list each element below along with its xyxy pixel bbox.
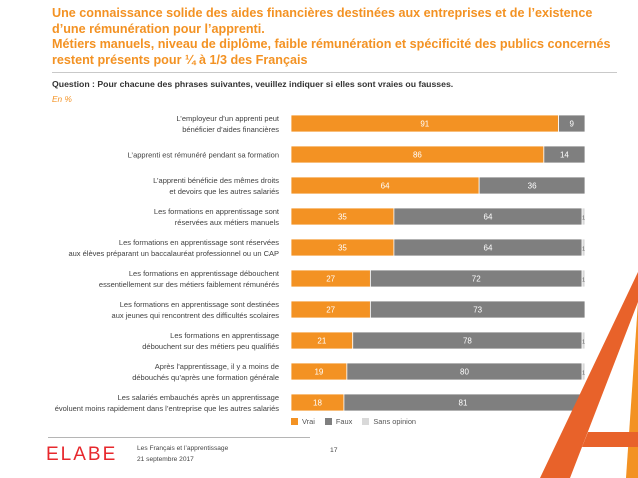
- chart-legend: Vrai Faux Sans opinion: [291, 417, 416, 426]
- data-label-vrai: 91: [420, 120, 429, 129]
- footer-date: 21 septembre 2017: [137, 456, 194, 463]
- data-label-vrai: 21: [317, 337, 326, 346]
- category-label: Après l’apprentissage, il y a moins de: [155, 362, 279, 371]
- data-label-vrai: 18: [313, 399, 322, 408]
- data-label-vrai: 27: [326, 306, 335, 315]
- category-label: Les formations en apprentissage débouche…: [129, 269, 280, 278]
- category-label: Les salariés embauchés après un apprenti…: [118, 393, 279, 402]
- bar-segment-faux: [369, 300, 586, 319]
- legend-label-sans-opinion: Sans opinion: [373, 417, 417, 426]
- data-label-sans-opinion: 1: [582, 216, 585, 222]
- unit-label: En %: [52, 94, 72, 104]
- bar-segment-sans-opinion: [581, 238, 586, 257]
- bar-segment-sans-opinion: [581, 362, 586, 381]
- category-label: Les formations en apprentissage: [170, 331, 279, 340]
- data-label-faux: 81: [459, 399, 468, 408]
- category-label: débouchent sur des métiers peu qualifiés: [142, 342, 279, 351]
- data-label-sans-opinion: 1: [582, 247, 585, 253]
- elabe-logo: ELABE: [46, 444, 118, 465]
- title-line-4: restent présents pour ¼ à 1/3 des França…: [52, 52, 308, 67]
- category-label: réservées aux métiers manuels: [175, 218, 279, 227]
- legend-item-faux: Faux: [324, 417, 353, 426]
- data-label-faux: 14: [560, 151, 569, 160]
- footer-study-title: Les Français et l’apprentissage: [137, 445, 229, 452]
- legend-item-vrai: Vrai: [291, 417, 315, 426]
- bar-segment-faux: [543, 145, 586, 164]
- title-line-1: Une connaissance solide des aides financ…: [52, 6, 593, 20]
- legend-label-faux: Faux: [335, 417, 353, 426]
- data-label-vrai: 35: [338, 213, 347, 222]
- data-label-faux: 64: [484, 244, 493, 253]
- bar-segment-sans-opinion: [581, 269, 586, 288]
- data-label-faux: 80: [460, 368, 469, 377]
- data-label-faux: 78: [463, 337, 472, 346]
- page-number: 17: [330, 447, 338, 454]
- title-divider: [52, 72, 617, 73]
- title-line-3: Métiers manuels, niveau de diplôme, faib…: [52, 37, 611, 52]
- data-label-vrai: 64: [381, 182, 390, 191]
- data-label-faux: 36: [528, 182, 537, 191]
- legend-swatch-vrai: [291, 418, 298, 425]
- data-label-vrai: 27: [326, 275, 335, 284]
- category-label: évoluent moins rapidement dans l’entrepr…: [55, 404, 280, 413]
- category-label: L’employeur d’un apprenti peut: [176, 114, 279, 123]
- data-label-faux: 64: [484, 213, 493, 222]
- legend-label-vrai: Vrai: [302, 417, 315, 426]
- category-label: Les formations en apprentissage sont rés…: [119, 238, 279, 247]
- category-label: aux jeunes qui rencontrent des difficult…: [112, 311, 280, 320]
- footer-info: Les Français et l’apprentissage 21 septe…: [137, 443, 228, 465]
- category-label: et devoirs que les autres salariés: [169, 187, 279, 196]
- data-label-sans-opinion: 1: [582, 278, 585, 284]
- category-label: essentiellement sur des métiers faibleme…: [99, 280, 279, 289]
- bar-segment-sans-opinion: [581, 331, 586, 350]
- bar-segment-sans-opinion: [581, 207, 586, 226]
- category-label: L’apprenti bénéficie des mêmes droits: [153, 176, 279, 185]
- data-label-vrai: 86: [413, 151, 422, 160]
- bar-segment-faux: [478, 176, 586, 195]
- data-label-sans-opinion: 1: [582, 371, 585, 377]
- legend-item-sans-opinion: Sans opinion: [362, 417, 416, 426]
- bar-segment-faux: [558, 114, 586, 133]
- category-label: aux élèves préparant un baccalauréat pro…: [68, 249, 279, 258]
- category-label: bénéficier d’aides financières: [182, 125, 279, 134]
- question-text: Question : Pour chacune des phrases suiv…: [52, 79, 454, 89]
- data-label-faux: 73: [473, 306, 482, 315]
- footer-divider: [48, 437, 310, 438]
- decorative-a-logo-shape: [540, 272, 638, 478]
- slide-title: Une connaissance solide des aides financ…: [52, 6, 622, 68]
- data-label-vrai: 19: [314, 368, 323, 377]
- category-label: débouchés qu’après une formation général…: [132, 373, 279, 382]
- category-label: Les formations en apprentissage sont: [154, 207, 280, 216]
- legend-swatch-sans-opinion: [362, 418, 370, 425]
- legend-swatch-faux: [324, 418, 332, 425]
- data-label-faux: 72: [472, 275, 481, 284]
- category-label: L’apprenti est rémunéré pendant sa forma…: [128, 151, 279, 160]
- data-label-vrai: 35: [338, 244, 347, 253]
- category-label: Les formations en apprentissage sont des…: [120, 300, 280, 309]
- data-label-faux: 9: [570, 120, 575, 129]
- data-label-sans-opinion: 1: [582, 340, 585, 346]
- title-line-2: d’une rémunération pour l’apprenti.: [52, 21, 265, 36]
